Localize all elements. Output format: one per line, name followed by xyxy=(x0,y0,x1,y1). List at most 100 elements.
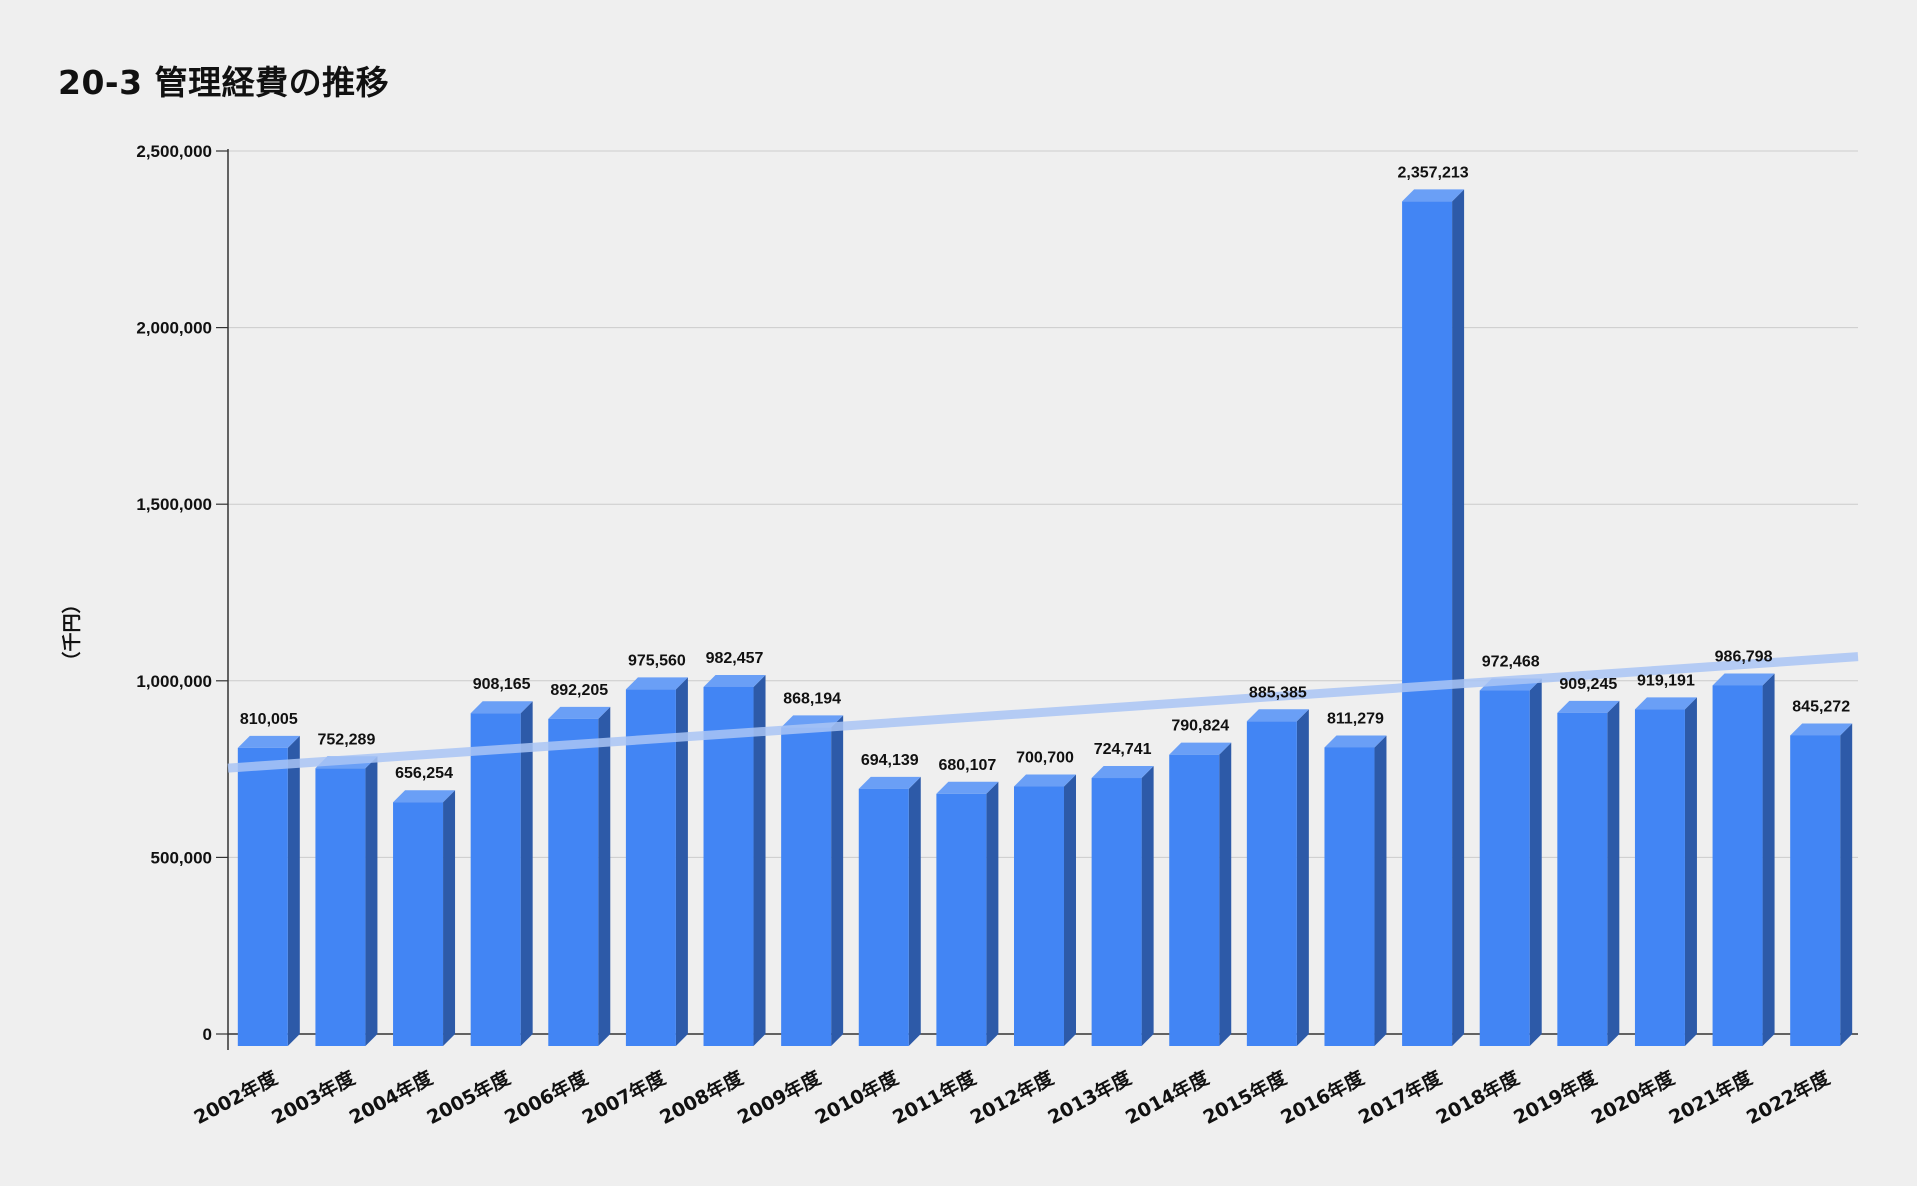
bar-2008年度 xyxy=(703,674,766,1046)
bar-side xyxy=(831,715,844,1046)
bar-2021年度 xyxy=(1712,673,1775,1046)
bar-side xyxy=(1374,735,1387,1046)
x-tick-label: 2015年度 xyxy=(1199,1066,1291,1129)
bar-front xyxy=(625,689,676,1046)
bar-side xyxy=(365,756,378,1046)
x-tick-label: 2018年度 xyxy=(1432,1066,1524,1129)
data-label: 811,279 xyxy=(1327,710,1384,727)
bar-front xyxy=(470,713,521,1046)
bar-top xyxy=(1712,673,1775,686)
bar-side xyxy=(1607,700,1620,1046)
bar-front xyxy=(237,747,288,1046)
x-tick-label: 2016年度 xyxy=(1277,1066,1369,1129)
y-tick-label: 1,000,000 xyxy=(136,672,212,691)
data-label: 724,741 xyxy=(1094,741,1152,758)
bar-front xyxy=(1402,201,1453,1046)
y-tick-label: 1,500,000 xyxy=(136,495,212,514)
data-label: 752,289 xyxy=(318,731,376,748)
bar-front xyxy=(1557,712,1608,1046)
bar-front xyxy=(1790,735,1841,1046)
bar-2022年度 xyxy=(1790,723,1853,1046)
y-tick-label: 500,000 xyxy=(151,848,212,867)
bar-side xyxy=(1296,709,1309,1046)
bar-side xyxy=(1452,189,1465,1046)
bar-side xyxy=(908,776,921,1046)
bar-2012年度 xyxy=(1014,774,1076,1046)
bar-side xyxy=(520,701,533,1046)
bar-front xyxy=(315,768,366,1046)
bar-top xyxy=(1557,700,1620,713)
bar-front xyxy=(858,788,909,1046)
bar-front xyxy=(936,793,987,1046)
data-label: 986,798 xyxy=(1715,648,1773,665)
bar-2014年度 xyxy=(1169,742,1232,1046)
bar-side xyxy=(598,706,611,1046)
data-label: 2,357,213 xyxy=(1398,164,1469,181)
bar-top xyxy=(1246,709,1309,722)
x-tick-label: 2006年度 xyxy=(501,1066,593,1129)
data-label: 845,272 xyxy=(1792,698,1850,715)
bar-front xyxy=(1712,685,1763,1046)
bar-2009年度 xyxy=(781,715,844,1046)
bar-side xyxy=(1529,678,1542,1046)
x-tick-label: 2020年度 xyxy=(1587,1066,1679,1129)
chart-title: 20-3 管理経費の推移 xyxy=(58,63,390,102)
bar-top xyxy=(393,790,456,803)
bar-side xyxy=(753,674,766,1046)
bar-2010年度 xyxy=(858,776,921,1046)
x-tick-label: 2009年度 xyxy=(733,1066,825,1129)
bar-2017年度 xyxy=(1402,189,1465,1046)
bar-front xyxy=(1634,709,1685,1046)
bar-front xyxy=(703,686,754,1046)
bar-front xyxy=(1324,747,1375,1046)
data-label: 810,005 xyxy=(240,711,298,728)
bar-2004年度 xyxy=(393,790,456,1046)
bar-front xyxy=(393,802,444,1046)
bar-top xyxy=(1790,723,1853,736)
bar-side xyxy=(443,790,456,1046)
x-tick-label: 2019年度 xyxy=(1510,1066,1602,1129)
bar-top xyxy=(237,735,300,748)
data-label: 919,191 xyxy=(1637,672,1695,689)
y-tick-label: 0 xyxy=(203,1025,212,1044)
y-tick-label: 2,500,000 xyxy=(136,142,212,161)
bar-top xyxy=(703,674,766,687)
bar-side xyxy=(675,677,688,1046)
x-tick-label: 2022年度 xyxy=(1742,1066,1834,1129)
bar-top xyxy=(1169,742,1232,755)
x-tick-label: 2014年度 xyxy=(1122,1066,1214,1129)
data-label: 656,254 xyxy=(395,765,453,782)
x-tick-label: 2005年度 xyxy=(423,1066,515,1129)
x-tick-label: 2007年度 xyxy=(578,1066,670,1129)
data-label: 700,700 xyxy=(1016,750,1074,767)
bar-top xyxy=(548,706,611,719)
bar-front xyxy=(781,727,832,1046)
bar-2002年度 xyxy=(237,735,300,1046)
bar-side xyxy=(1684,697,1697,1046)
data-label: 868,194 xyxy=(783,690,841,707)
trendline xyxy=(227,652,1859,773)
bar-top xyxy=(936,781,999,794)
bar-front xyxy=(1246,721,1297,1046)
bar-front xyxy=(1169,754,1220,1046)
bar-2005年度 xyxy=(470,701,533,1046)
y-axis-label: （千円） xyxy=(60,594,83,670)
bar-front xyxy=(548,718,599,1046)
bar-2016年度 xyxy=(1324,735,1387,1046)
bar-2013年度 xyxy=(1091,766,1154,1046)
data-label: 680,107 xyxy=(938,757,996,774)
bar-2019年度 xyxy=(1557,700,1620,1046)
bar-2003年度 xyxy=(315,756,378,1046)
data-label: 972,468 xyxy=(1482,654,1540,671)
bar-top xyxy=(625,677,688,690)
x-tick-label: 2004年度 xyxy=(345,1066,437,1129)
data-label: 909,245 xyxy=(1559,676,1617,693)
data-label: 892,205 xyxy=(550,682,608,699)
bar-2006年度 xyxy=(548,706,611,1046)
bar-side xyxy=(1219,742,1232,1046)
bar-2020年度 xyxy=(1634,697,1697,1046)
bar-front xyxy=(1014,786,1064,1046)
data-label: 975,560 xyxy=(628,652,686,669)
